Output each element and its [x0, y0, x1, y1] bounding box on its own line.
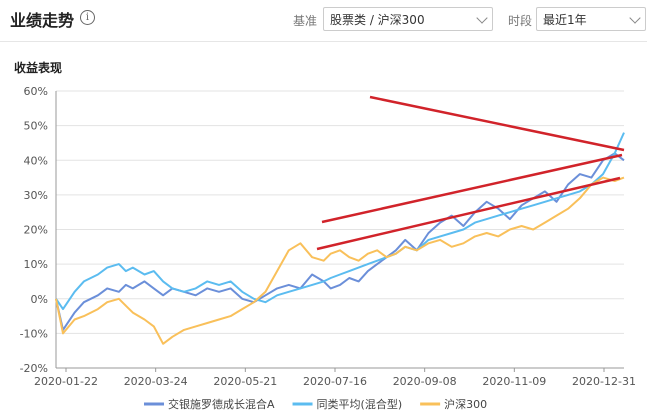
y-tick-label: 0%: [31, 293, 48, 306]
x-tick-label: 2020-07-16: [303, 375, 367, 388]
y-tick-label: 60%: [24, 85, 48, 98]
y-tick-label: 10%: [24, 258, 48, 271]
series-line: [55, 176, 625, 345]
header-divider: [0, 41, 647, 42]
legend-label: 沪深300: [444, 397, 487, 411]
period-select[interactable]: 最近1年: [536, 7, 646, 31]
benchmark-value: 股票类 / 沪深300: [330, 13, 425, 27]
x-tick-label: 2020-12-31: [572, 375, 636, 388]
y-tick-label: 20%: [24, 224, 48, 237]
period-value: 最近1年: [543, 13, 587, 27]
legend-label: 同类平均(混合型): [317, 397, 403, 411]
page-title: 业绩走势: [10, 11, 75, 30]
x-tick-label: 2020-03-24: [124, 375, 188, 388]
x-tick-label: 2020-05-21: [213, 375, 277, 388]
x-tick-label: 2020-01-22: [34, 375, 98, 388]
x-tick-label: 2020-09-08: [393, 375, 457, 388]
legend-label: 交银施罗德成长混合A: [168, 397, 275, 411]
series-line: [55, 132, 625, 311]
y-tick-label: 40%: [24, 154, 48, 167]
period-label: 时段: [508, 14, 533, 28]
chart-title: 收益表现: [14, 61, 63, 75]
y-tick-label: -10%: [20, 327, 48, 340]
y-tick-label: -20%: [20, 362, 48, 375]
y-tick-label: 30%: [24, 189, 48, 202]
annotation-line: [321, 153, 623, 224]
benchmark-label: 基准: [293, 14, 318, 28]
series-line: [55, 152, 625, 331]
annotation-line: [369, 95, 625, 152]
annotation-line: [316, 176, 621, 251]
x-tick-label: 2020-11-09: [482, 375, 546, 388]
y-tick-label: 50%: [24, 120, 48, 133]
benchmark-select[interactable]: 股票类 / 沪深300: [323, 7, 493, 31]
info-icon[interactable]: i: [80, 10, 95, 25]
